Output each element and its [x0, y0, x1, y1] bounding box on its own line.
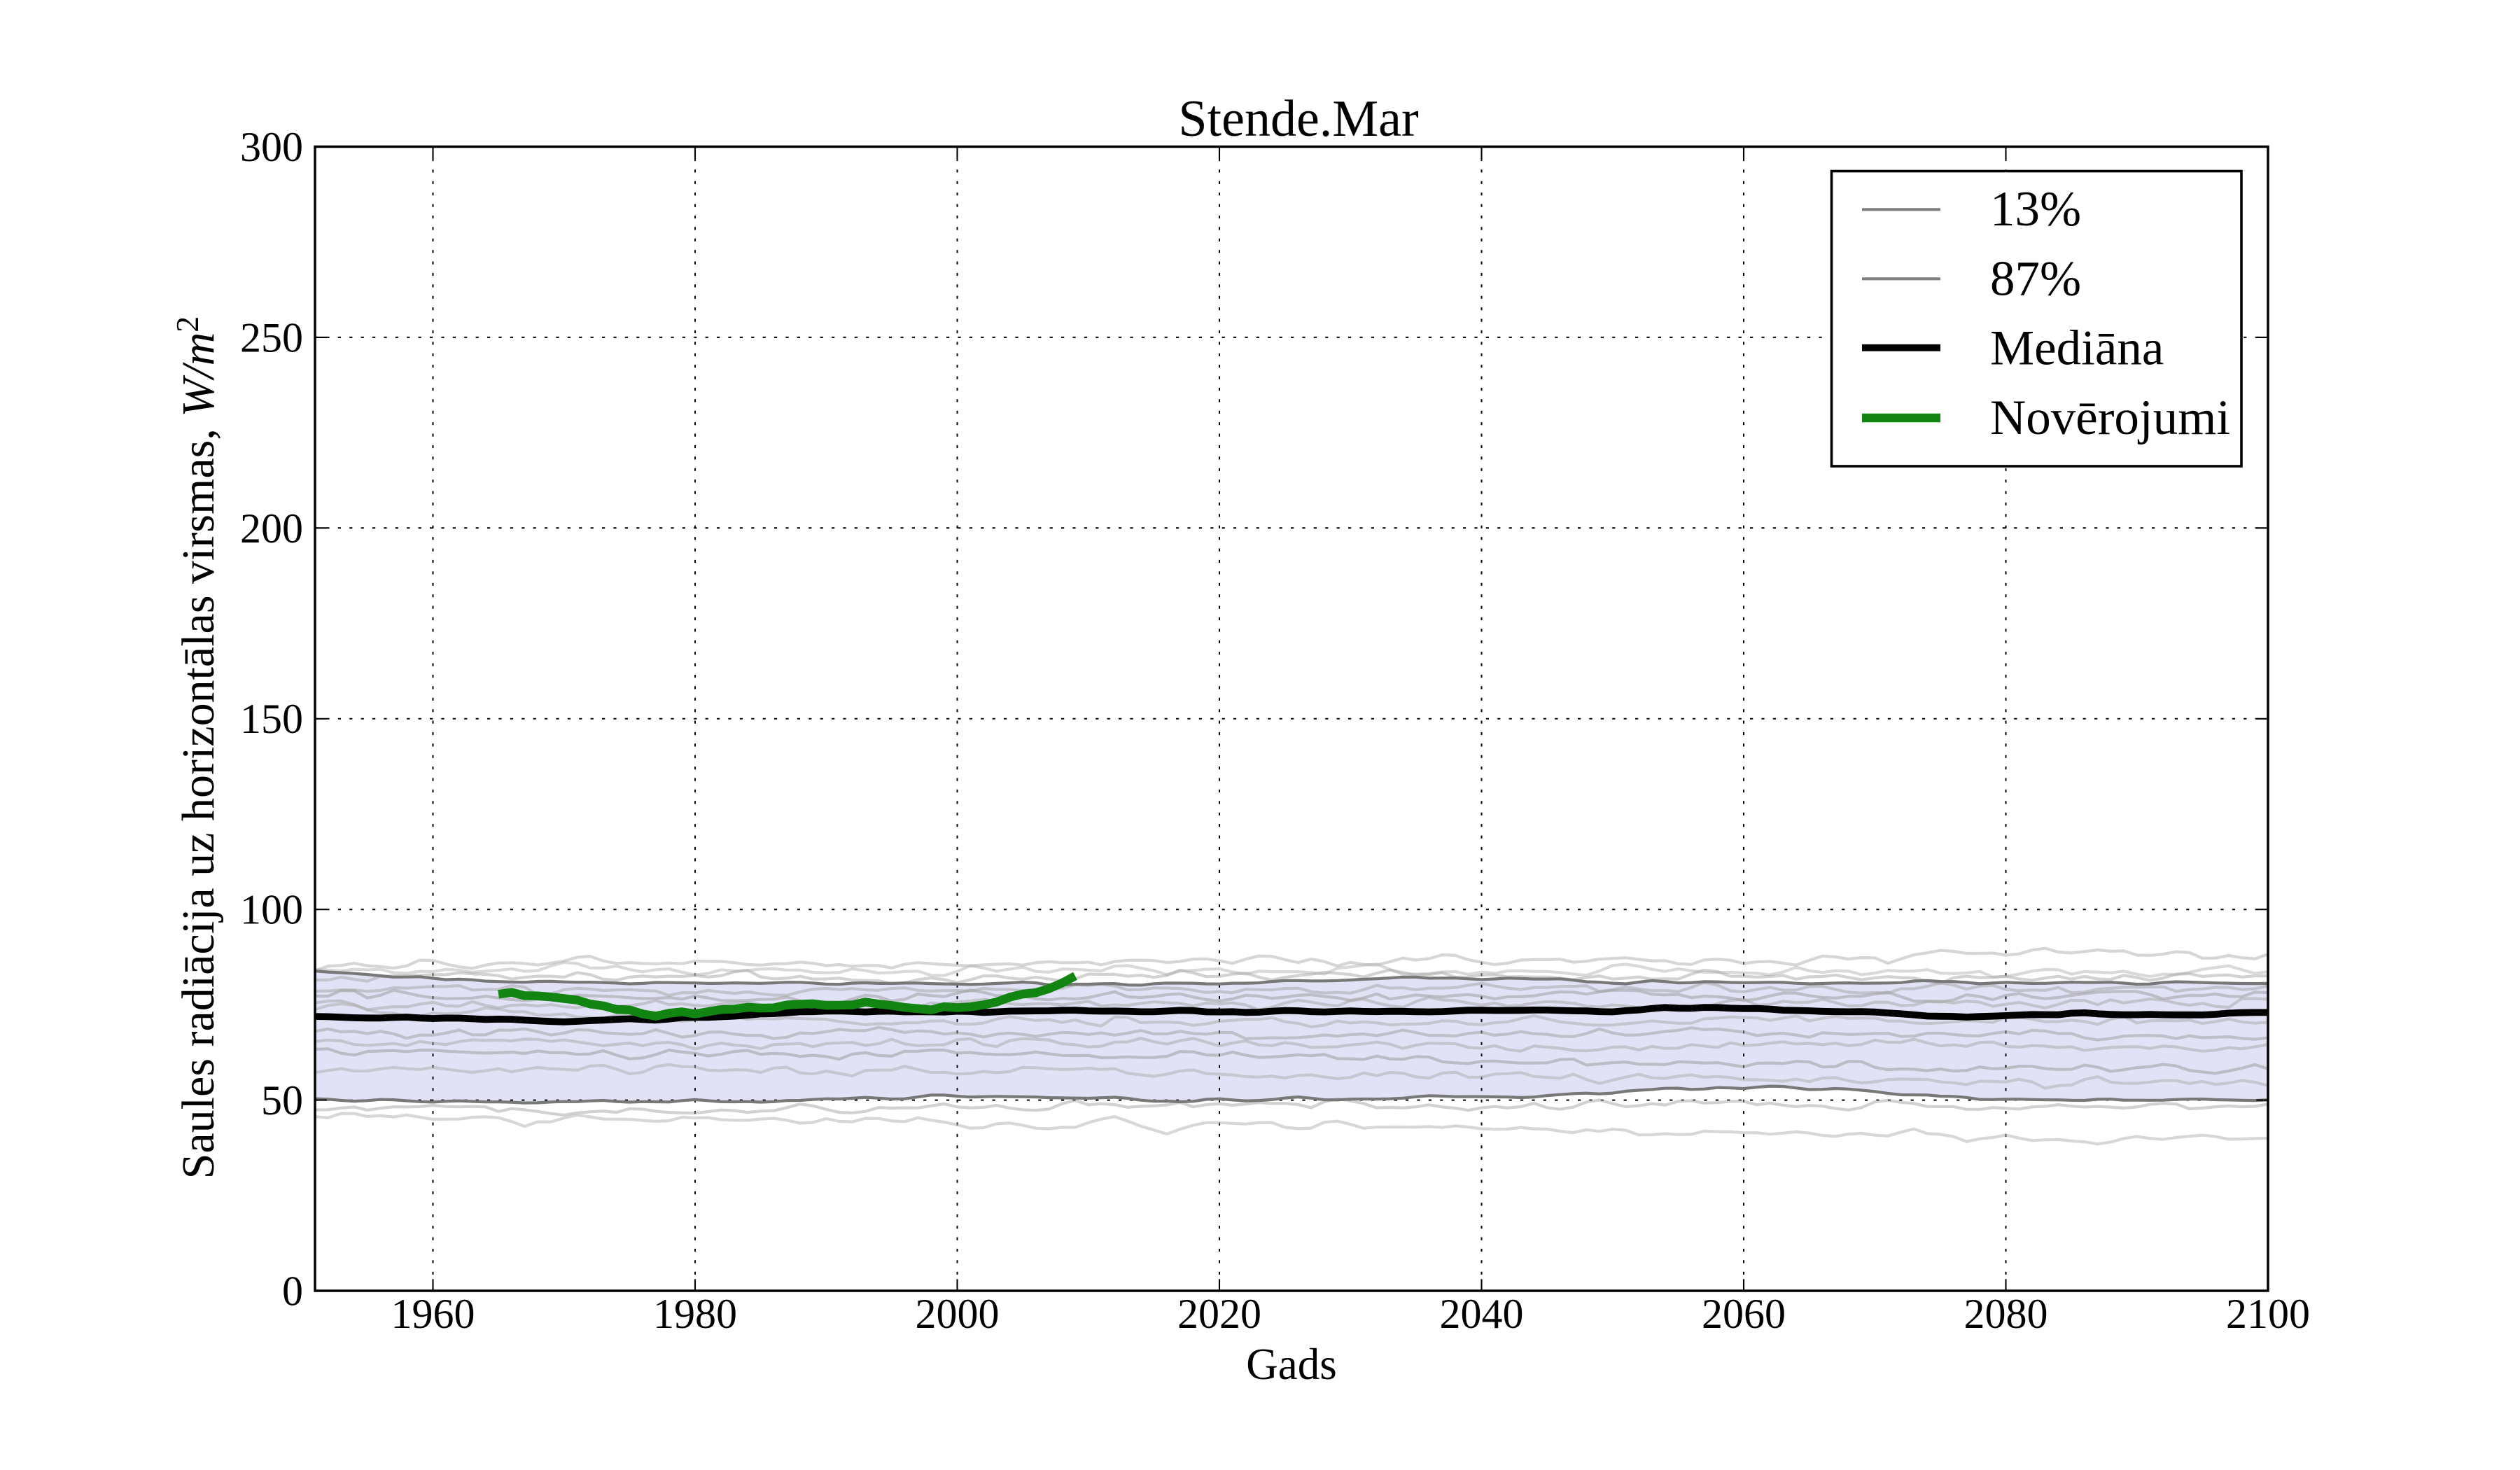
svg-text:2040: 2040 — [1440, 1291, 1524, 1337]
svg-text:1980: 1980 — [653, 1291, 737, 1337]
svg-text:2100: 2100 — [2226, 1291, 2310, 1337]
svg-text:Mediāna: Mediāna — [1990, 321, 2164, 376]
svg-text:13%: 13% — [1990, 182, 2081, 237]
svg-text:Stende.Mar: Stende.Mar — [1178, 90, 1418, 148]
svg-text:2060: 2060 — [1702, 1291, 1786, 1337]
svg-text:Gads: Gads — [1246, 1340, 1336, 1389]
svg-text:2000: 2000 — [916, 1291, 1000, 1337]
svg-text:1960: 1960 — [391, 1291, 475, 1337]
svg-text:250: 250 — [240, 314, 303, 360]
svg-text:87%: 87% — [1990, 252, 2081, 307]
svg-text:50: 50 — [261, 1077, 303, 1124]
svg-text:200: 200 — [240, 505, 303, 552]
svg-text:300: 300 — [240, 124, 303, 170]
svg-text:Novērojumi: Novērojumi — [1990, 391, 2230, 445]
svg-text:100: 100 — [240, 887, 303, 933]
svg-text:0: 0 — [282, 1268, 303, 1315]
svg-text:2080: 2080 — [1964, 1291, 2048, 1337]
svg-text:Saules radiācija uz horizontāl: Saules radiācija uz horizontālas virsmas… — [169, 316, 224, 1180]
svg-text:150: 150 — [240, 696, 303, 742]
svg-text:2020: 2020 — [1177, 1291, 1261, 1337]
